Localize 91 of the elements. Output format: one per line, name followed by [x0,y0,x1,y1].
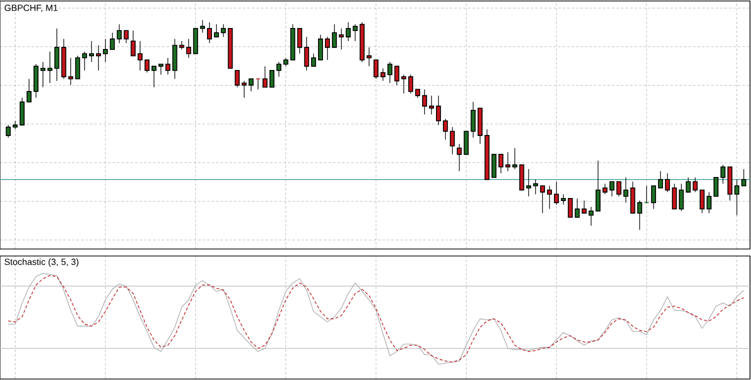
candlestick [6,124,11,138]
candlestick [526,168,532,197]
candlestick [720,164,726,184]
candlestick [124,30,129,44]
candlestick [130,30,136,56]
candlestick [138,40,143,71]
candlestick [297,28,302,54]
candlestick [144,60,150,73]
candlestick [588,206,594,226]
candlestick [116,24,122,44]
candlestick [547,185,552,210]
candlestick [54,28,60,82]
candlestick [686,177,691,193]
candlestick [505,152,510,172]
candlestick [651,185,656,210]
candlestick [700,190,705,214]
candlestick [68,58,74,86]
candlestick [346,22,351,42]
candlestick [158,64,164,75]
candlestick [207,22,212,44]
candlestick [186,38,192,58]
candlestick [366,47,372,67]
candlestick [408,74,414,94]
candlestick [512,148,518,170]
candlestick [678,183,684,212]
candlestick [324,36,330,60]
candlestick [248,78,254,92]
candlestick [200,20,206,34]
candlestick [623,177,628,203]
candlestick [602,183,608,195]
chart-title: Stochastic (3, 5, 3) [4,258,78,267]
candlestick [89,40,94,62]
candlestick [96,44,101,71]
candlestick [616,181,622,197]
candlestick [26,78,32,102]
candlestick [311,53,316,67]
candlestick [332,24,337,48]
candlestick [464,130,469,155]
candlestick [234,70,240,88]
candlestick [165,58,170,75]
candlestick [664,172,670,192]
candlestick [442,118,448,140]
candlestick [714,177,718,197]
candlestick [554,181,559,206]
candlestick [40,62,46,88]
candlestick [374,60,378,80]
candlestick [102,38,108,62]
candlestick [214,24,219,38]
candlestick [596,160,601,212]
candlestick [734,179,740,216]
candlestick [47,51,52,84]
candlestick [706,192,712,214]
candlestick [338,28,344,50]
candlestick [436,95,441,126]
candlestick [692,177,698,192]
chart-title: GBPCHF, M1 [4,4,58,12]
candlestick [658,170,663,188]
candlestick [110,32,115,50]
candlestick [456,144,462,172]
candlestick [220,24,226,38]
candlestick [429,95,434,115]
candlestick [262,66,268,88]
candlestick [394,66,400,86]
candlestick [82,51,88,71]
candlestick [637,200,642,230]
candlestick [470,102,476,138]
candlestick [242,80,247,98]
candlestick [574,198,580,218]
candlestick [75,55,80,80]
candlestick [276,62,282,78]
candlestick [352,24,358,42]
candlestick [540,185,546,214]
candlestick [380,68,386,82]
candlestick [609,181,614,197]
candlestick [450,126,455,155]
candlestick [498,154,504,174]
candlestick [387,62,392,84]
candlestick [672,183,677,210]
candlestick [20,97,25,126]
candlestick [582,200,587,214]
candlestick [269,70,274,88]
candlestick [304,36,310,71]
candlestick [318,34,323,60]
candlestick [401,74,406,94]
candlestick [560,194,566,206]
candlestick [422,88,428,115]
candlestick [152,66,156,88]
candlestick [533,179,538,195]
candlestick [568,198,573,218]
candlestick [741,168,746,186]
candlestick [492,154,496,178]
